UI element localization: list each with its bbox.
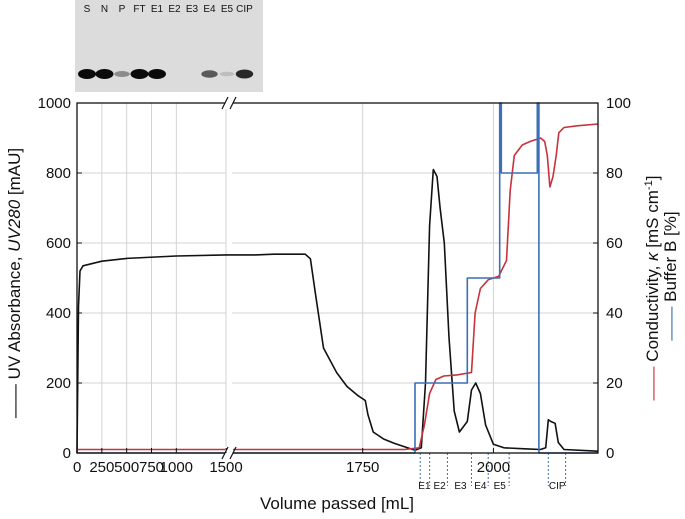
y-right-tick-label: 20 <box>606 375 623 392</box>
y-right-tick-label: 100 <box>606 95 631 112</box>
x-tick-label: 500 <box>114 459 139 476</box>
gel-lane-label: CIP <box>236 4 253 15</box>
data-series <box>76 102 599 454</box>
gel-band <box>235 69 254 79</box>
y-left-tick-label: 400 <box>46 305 71 322</box>
axis-break-gap <box>225 447 233 459</box>
x-tick-label: 750 <box>139 459 164 476</box>
gel-image: S N P FT E1 E2 E3 E4 E5 CIP <box>75 0 263 92</box>
gel-lane-label: E1 <box>151 4 164 15</box>
gel-band <box>130 69 149 79</box>
gel-lane-label: S <box>84 4 91 15</box>
y-right-tick-label: 0 <box>606 445 614 462</box>
x-tick-label: 250 <box>89 459 114 476</box>
y-left-tick-label: 600 <box>46 235 71 252</box>
plot-border <box>76 102 599 454</box>
grid-lines <box>77 102 598 454</box>
gel-lane-label: E2 <box>168 4 181 15</box>
uv-absorbance-line <box>226 168 599 453</box>
fraction-markers: E1 E2 E3 E4 E5 CIP <box>418 453 567 492</box>
buffer-b-line <box>226 102 598 454</box>
x-tick-label: 1000 <box>160 459 193 476</box>
x-tick-label: 2000 <box>477 459 510 476</box>
gel-lane-label: E5 <box>221 4 234 15</box>
fraction-label: E3 <box>454 481 467 492</box>
y-right-tick-label: 80 <box>606 165 623 182</box>
axis-labels: Volume passed [mL] —— UV Absorbance, UV2… <box>5 148 680 513</box>
gel-lane-label: FT <box>133 4 145 15</box>
fraction-label: E4 <box>474 481 487 492</box>
axis-break-gap <box>225 97 233 109</box>
y-right-tick-label: 60 <box>606 235 623 252</box>
gel-band <box>201 70 218 78</box>
gel-band <box>114 70 130 78</box>
x-tick-label: 1500 <box>209 459 242 476</box>
gel-lane-label: E4 <box>203 4 216 15</box>
plot-frame <box>76 96 599 460</box>
gel-band <box>78 69 96 79</box>
gel-band <box>95 69 114 79</box>
y-right-tick-label: 40 <box>606 305 623 322</box>
fraction-label: E2 <box>433 481 446 492</box>
x-tick-label: 1750 <box>346 459 379 476</box>
gel-band <box>148 69 166 79</box>
y-left-tick-label: 0 <box>63 445 71 462</box>
gel-lane-label: P <box>119 4 126 15</box>
y-right-buffer-label: —— Buffer B [%] <box>661 211 680 340</box>
axis-break-mark <box>221 446 229 460</box>
x-tick-label: 0 <box>73 459 81 476</box>
axis-break-mark <box>229 446 237 460</box>
x-axis-label: Volume passed [mL] <box>260 494 414 513</box>
conductivity-line <box>226 123 599 451</box>
y-left-tick-label: 800 <box>46 165 71 182</box>
axis-break-mark <box>229 96 237 110</box>
axis-break-mark <box>221 96 229 110</box>
gel-band <box>219 71 235 77</box>
gel-lane-label: N <box>101 4 108 15</box>
y-right-conductivity-label: —— Conductivity, κ [mS cm-1] <box>643 176 662 401</box>
fraction-label: E5 <box>494 481 507 492</box>
y-left-tick-label: 1000 <box>38 95 71 112</box>
y-left-tick-label: 200 <box>46 375 71 392</box>
uv-absorbance-line <box>76 254 227 454</box>
fraction-label: E1 <box>418 481 431 492</box>
fraction-label: CIP <box>549 481 566 492</box>
gel-lane-label: E3 <box>186 4 199 15</box>
y-left-axis-label: —— UV Absorbance, UV280 [mAU] <box>5 148 24 418</box>
